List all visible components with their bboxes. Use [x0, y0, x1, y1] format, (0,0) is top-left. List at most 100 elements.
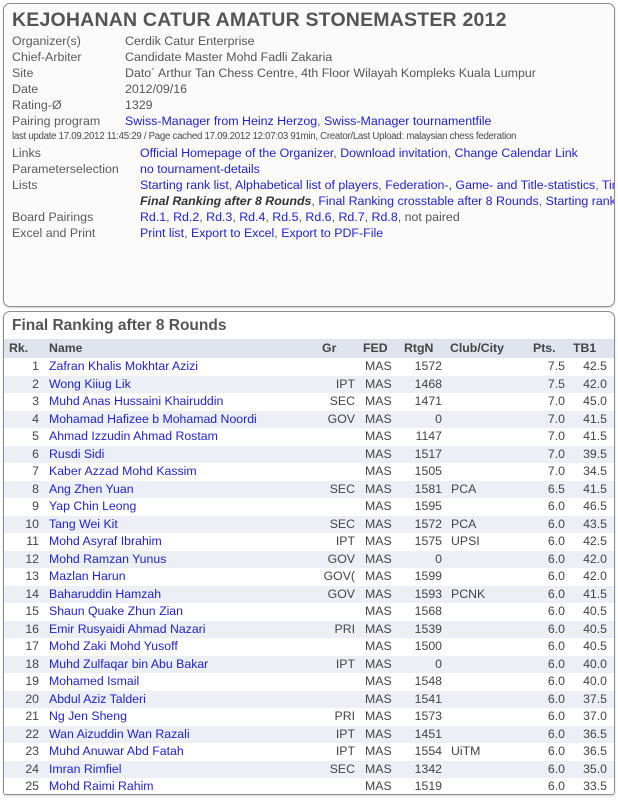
ranking-table-scroll-area[interactable]: Rk. Name Gr FED RtgN Club/City Pts. TB1 … [4, 339, 614, 794]
player-name-link[interactable]: Abdul Aziz Talderi [49, 691, 146, 706]
cell-player-name[interactable]: Zafran Khalis Mokhtar Azizi [45, 358, 318, 376]
cell-player-name[interactable]: Emir Rusyaidi Ahmad Nazari [45, 621, 318, 639]
link-final-ranking-crosstable[interactable]: Final Ranking crosstable after 8 Rounds [318, 194, 539, 208]
cell-player-name[interactable]: Mohd Ramzan Yunus [45, 551, 318, 569]
link-official-homepage[interactable]: Official Homepage of the Organizer [139, 146, 334, 160]
link-round-6[interactable]: Rd.6 [305, 210, 332, 224]
cell-player-name[interactable]: Kaber Azzad Mohd Kassim [45, 463, 318, 481]
column-header-group[interactable]: Gr [318, 339, 359, 358]
table-header-row: Rk. Name Gr FED RtgN Club/City Pts. TB1 … [4, 339, 614, 358]
link-swiss-manager-tournamentfile[interactable]: Swiss-Manager tournamentfile [324, 114, 492, 128]
player-name-link[interactable]: Rusdi Sidi [49, 446, 105, 461]
player-name-link[interactable]: Ng Jen Sheng [49, 709, 127, 723]
link-swiss-manager[interactable]: Swiss-Manager from Heinz Herzog [125, 114, 318, 128]
link-starting-rank-crosstable[interactable]: Starting rank crosstable [545, 194, 614, 208]
cell-player-name[interactable]: Mohd Asyraf Ibrahim [45, 533, 318, 551]
cell-player-name[interactable]: Muhd Anuwar Abd Fatah [45, 743, 318, 761]
player-name-link[interactable]: Mohamed Ismail [49, 674, 140, 688]
column-header-tb2[interactable]: TB2 [611, 339, 614, 358]
link-alphabetical-list-of-players[interactable]: Alphabetical list of players [235, 178, 379, 192]
column-header-rating[interactable]: RtgN [400, 339, 446, 358]
link-no-tournament-details[interactable]: no tournament-details [139, 162, 260, 176]
link-round-4[interactable]: Rd.4 [239, 210, 266, 224]
player-name-link[interactable]: Wan Aizuddin Wan Razali [49, 726, 190, 741]
text-separator: , [232, 210, 240, 224]
cell-player-name[interactable]: Imran Rimfiel [45, 761, 318, 779]
cell-player-name[interactable]: Mohd Zaki Mohd Yusoff [45, 638, 318, 656]
column-header-name[interactable]: Name [45, 339, 318, 358]
player-name-link[interactable]: Mohd Zaki Mohd Yusoff [49, 639, 178, 653]
column-header-points[interactable]: Pts. [529, 339, 569, 358]
cell-player-name[interactable]: Ahmad Izzudin Ahmad Rostam [45, 428, 318, 446]
table-row: 16 Emir Rusyaidi Ahmad Nazari PRI MAS 1539 6.… [4, 620, 614, 639]
cell-player-name[interactable]: Shaun Quake Zhun Zian [45, 603, 318, 621]
cell-player-name[interactable]: Rusdi Sidi [45, 446, 318, 464]
link-starting-rank-list[interactable]: Starting rank list [139, 178, 229, 192]
player-name-link[interactable]: Mohd Ramzan Yunus [49, 551, 167, 566]
cell-tb1: 40.5 [583, 621, 607, 636]
link-round-3[interactable]: Rd.3 [206, 210, 233, 224]
cell-player-name[interactable]: Baharuddin Hamzah [45, 586, 318, 604]
cell-player-name[interactable]: Mohamad Hafizee b Mohamad Noordi [45, 411, 318, 429]
column-header-federation[interactable]: FED [359, 339, 400, 358]
table-row: 14 Baharuddin Hamzah GOV MAS 1593 PCNK 6.0 41.5… [4, 585, 614, 604]
column-header-rank[interactable]: Rk. [4, 339, 45, 358]
link-round-5[interactable]: Rd.5 [272, 210, 299, 224]
cell-federation: MAS [365, 464, 392, 478]
link-round-8[interactable]: Rd.8 [371, 210, 398, 224]
player-name-link[interactable]: Tang Wei Kit [49, 516, 118, 531]
link-export-to-excel[interactable]: Export to Excel [190, 226, 275, 240]
cell-federation: MAS [365, 674, 392, 688]
cell-player-name[interactable]: Ang Zhen Yuan [45, 481, 318, 499]
player-name-link[interactable]: Shaun Quake Zhun Zian [49, 604, 183, 618]
link-download-invitation[interactable]: Download invitation [340, 146, 448, 160]
player-name-link[interactable]: Baharuddin Hamzah [49, 586, 162, 601]
player-name-link[interactable]: Mohamad Hafizee b Mohamad Noordi [49, 411, 257, 426]
player-name-link[interactable]: Imran Rimfiel [49, 761, 122, 776]
column-header-club-city[interactable]: Club/City [446, 339, 529, 358]
link-round-1[interactable]: Rd.1 [139, 210, 167, 224]
player-name-link[interactable]: Mohd Asyraf Ibrahim [49, 534, 162, 548]
cell-rank: 25 [25, 779, 39, 793]
cell-rank: 19 [25, 674, 39, 688]
cell-federation: MAS [365, 516, 392, 531]
link-export-to-pdf[interactable]: Export to PDF-File [281, 226, 384, 240]
player-name-link[interactable]: Emir Rusyaidi Ahmad Nazari [49, 621, 206, 636]
player-name-link[interactable]: Ang Zhen Yuan [49, 481, 134, 496]
player-name-link[interactable]: Muhd Anas Hussaini Khairuddin [49, 394, 224, 408]
player-name-link[interactable]: Yap Chin Leong [49, 499, 137, 513]
cell-rating: 1517 [414, 446, 442, 461]
cell-group: IPT [335, 534, 355, 548]
cell-player-name[interactable]: Ng Jen Sheng [45, 708, 318, 726]
cell-player-name[interactable]: Tang Wei Kit [45, 516, 318, 534]
player-name-link[interactable]: Wong Kiiug Lik [49, 376, 131, 391]
link-round-7[interactable]: Rd.7 [338, 210, 365, 224]
cell-rank: 22 [25, 726, 39, 741]
cell-rank: 20 [25, 691, 39, 706]
player-name-link[interactable]: Zafran Khalis Mokhtar Azizi [49, 359, 198, 373]
link-print-list[interactable]: Print list [139, 226, 185, 240]
cell-player-name[interactable]: Muhd Zulfaqar bin Abu Bakar [45, 656, 318, 674]
cell-player-name[interactable]: Mohd Raimi Rahim [45, 778, 318, 794]
cell-player-name[interactable]: Yap Chin Leong [45, 498, 318, 516]
cell-player-name[interactable]: Mohamed Ismail [45, 673, 318, 691]
player-name-link[interactable]: Muhd Zulfaqar bin Abu Bakar [49, 656, 209, 671]
cell-player-name[interactable]: Wong Kiiug Lik [45, 376, 318, 394]
cell-player-name[interactable]: Muhd Anas Hussaini Khairuddin [45, 393, 318, 411]
cell-player-name[interactable]: Wan Aizuddin Wan Razali [45, 726, 318, 744]
player-name-link[interactable]: Mohd Raimi Rahim [49, 779, 154, 793]
cell-player-name[interactable]: Abdul Aziz Talderi [45, 691, 318, 709]
link-federation-game-title-statistics[interactable]: Federation-, Game- and Title-statistics [385, 178, 596, 192]
player-name-link[interactable]: Kaber Azzad Mohd Kassim [49, 464, 197, 478]
cell-player-name[interactable]: Mazlan Harun [45, 568, 318, 586]
cell-club-city [446, 393, 529, 411]
player-name-link[interactable]: Mazlan Harun [49, 569, 126, 583]
link-round-2[interactable]: Rd.2 [173, 210, 200, 224]
link-time-table[interactable]: Time-table [601, 178, 614, 192]
column-header-tb1[interactable]: TB1 [569, 339, 611, 358]
link-change-calendar-link[interactable]: Change Calendar Link [454, 146, 578, 160]
player-name-link[interactable]: Ahmad Izzudin Ahmad Rostam [49, 429, 218, 443]
cell-tb1: 40.0 [583, 656, 607, 671]
player-name-link[interactable]: Muhd Anuwar Abd Fatah [49, 744, 184, 758]
